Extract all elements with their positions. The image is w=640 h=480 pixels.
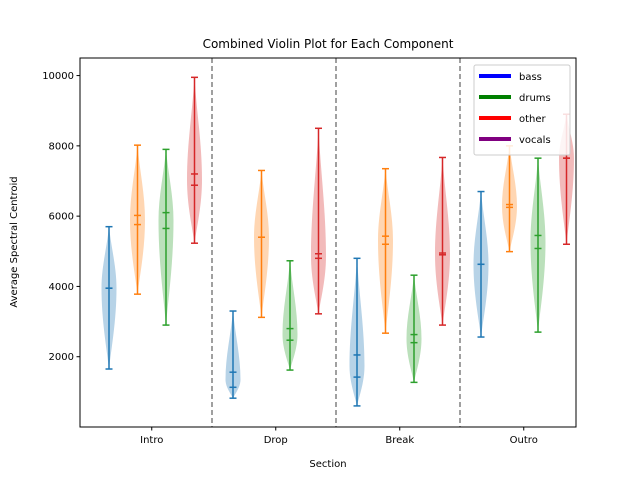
y-tick-label: 10000 — [42, 71, 74, 82]
violin-drop-drums — [254, 169, 269, 319]
y-tick-label: 2000 — [49, 352, 74, 363]
x-tick-label: Intro — [140, 435, 163, 446]
y-tick-label: 8000 — [49, 141, 74, 152]
x-tick-label: Outro — [510, 435, 538, 446]
violin-drop-bass — [225, 310, 241, 399]
violin-drop-vocals — [311, 127, 326, 315]
legend-label: drums — [519, 93, 551, 104]
y-tick-label: 6000 — [49, 212, 74, 223]
plot-layer — [101, 58, 574, 427]
legend-box — [473, 64, 571, 156]
violin-break-bass — [349, 257, 365, 407]
chart-title: Combined Violin Plot for Each Component — [203, 37, 454, 51]
plot-frame — [79, 57, 577, 428]
violin-outro-other — [530, 157, 546, 333]
legend: bass drums other vocals — [473, 64, 571, 156]
legend-label: vocals — [519, 135, 551, 146]
y-tick-label: 4000 — [49, 282, 74, 293]
legend-label: bass — [519, 72, 542, 83]
y-axis: 2000 4000 6000 8000 10000 — [42, 71, 80, 363]
violin-break-other — [406, 274, 422, 384]
violin-drop-other — [282, 260, 298, 371]
violin-break-vocals — [435, 156, 450, 326]
x-axis: Intro Drop Break Outro — [140, 427, 538, 446]
violin-outro-bass — [473, 190, 489, 338]
x-axis-label: Section — [309, 459, 346, 470]
violin-outro-drums — [502, 145, 517, 253]
violin-break-drums — [378, 167, 393, 334]
violin-intro-vocals — [187, 76, 202, 244]
x-tick-label: Drop — [264, 435, 288, 446]
y-axis-label: Average Spectral Centroid — [9, 176, 20, 307]
legend-label: other — [519, 114, 547, 125]
violin-intro-bass — [101, 225, 117, 370]
violin-intro-drums — [130, 144, 145, 295]
x-tick-label: Break — [385, 435, 414, 446]
violin-intro-other — [158, 148, 174, 326]
